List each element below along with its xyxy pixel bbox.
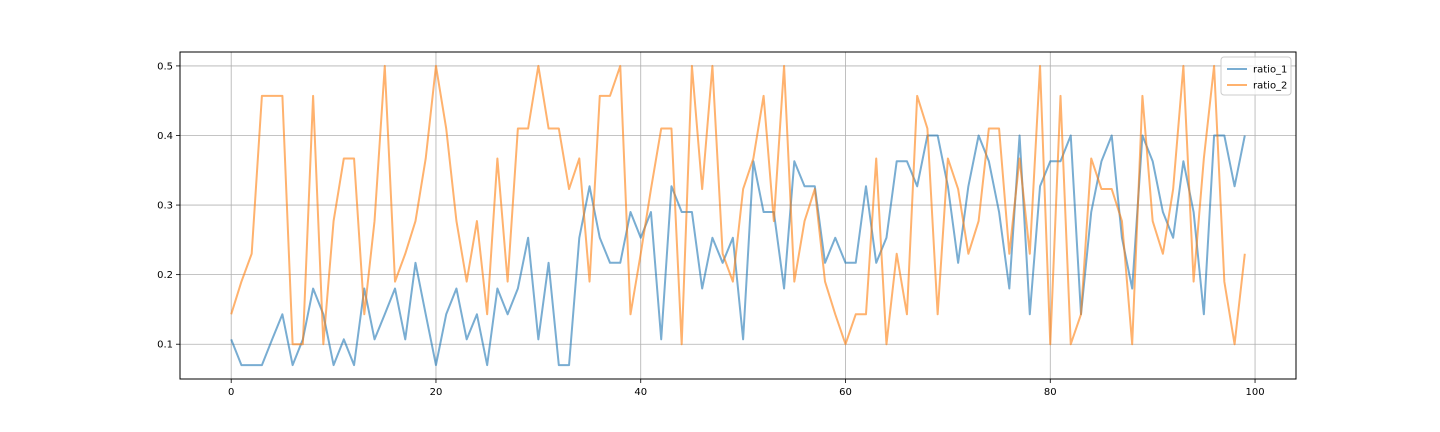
legend: ratio_1 ratio_2 — [1220, 56, 1292, 96]
legend-label-ratio_1: ratio_1 — [1253, 65, 1287, 76]
y-tick-label: 0.2 — [157, 270, 173, 281]
y-tick-label: 0.4 — [157, 131, 173, 142]
grid — [180, 52, 1296, 379]
x-tick-label: 100 — [1245, 387, 1264, 398]
plot-frame — [179, 51, 1297, 380]
series-line-ratio_2 — [230, 64, 1246, 346]
y-tick-label: 0.5 — [157, 61, 173, 72]
y-tick-label: 0.1 — [157, 340, 173, 351]
x-tick-label: 0 — [228, 387, 234, 398]
legend-label-ratio_2: ratio_2 — [1253, 81, 1287, 92]
series-layer — [230, 64, 1246, 367]
x-tick-label: 80 — [1044, 387, 1057, 398]
y-tick-label: 0.3 — [157, 201, 173, 212]
x-tick-label: 20 — [430, 387, 443, 398]
series-line-ratio_1 — [230, 134, 1246, 367]
x-tick-label: 60 — [839, 387, 852, 398]
x-tick-label: 40 — [634, 387, 647, 398]
axes: 0 20 40 60 80 100 0.1 0.2 0.3 0.4 0.5 — [157, 61, 1264, 398]
